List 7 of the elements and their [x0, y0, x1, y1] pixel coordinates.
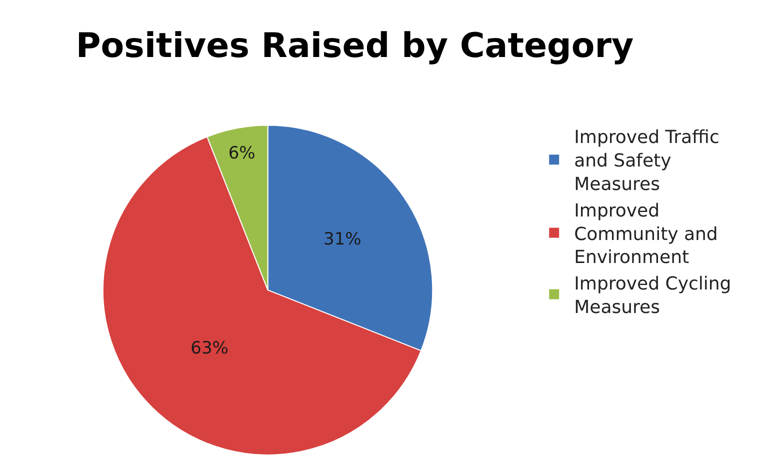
legend-label: Improved Community and Environment [574, 200, 718, 268]
data-label: 31% [324, 229, 362, 250]
legend-label: Improved Cycling Measures [574, 274, 732, 318]
data-label: 6% [228, 144, 256, 164]
data-label: 63% [190, 338, 228, 358]
chart-title: Positives Raised by Category [76, 26, 634, 66]
legend-label: Improved Traffic and Safety Measures [574, 127, 720, 196]
